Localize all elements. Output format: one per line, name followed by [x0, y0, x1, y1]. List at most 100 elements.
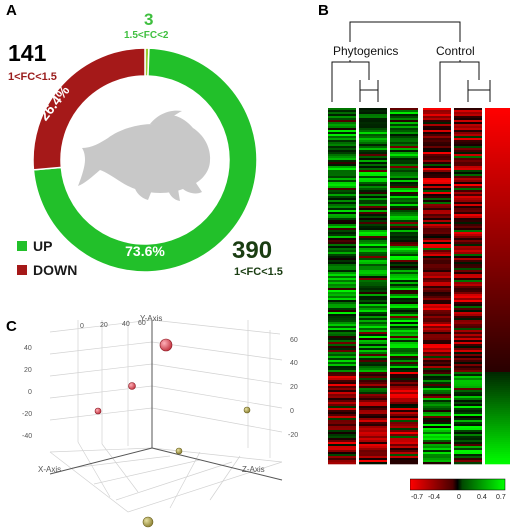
- heatmap-cell: [485, 268, 510, 271]
- heatmap-cell: [454, 390, 482, 393]
- heatmap-cell: [359, 138, 387, 141]
- heatmap-cell: [423, 168, 451, 171]
- heatmap-cell: [454, 412, 482, 415]
- heatmap-cell: [390, 286, 418, 289]
- heatmap-cell: [485, 402, 510, 405]
- heatmap-cell: [359, 450, 387, 453]
- heatmap-cell: [485, 412, 510, 415]
- heatmap-cell: [328, 456, 356, 459]
- heatmap-cell: [485, 446, 510, 449]
- heatmap-cell: [359, 416, 387, 419]
- heatmap-cell: [485, 270, 510, 273]
- heatmap-cell: [359, 400, 387, 403]
- heatmap-cell: [390, 372, 418, 375]
- heatmap-cell: [454, 244, 482, 247]
- heatmap-cell: [390, 266, 418, 269]
- donut-chart: 73.6% 26.4%: [32, 47, 258, 273]
- heatmap-cell: [328, 198, 356, 201]
- heatmap-cell: [454, 142, 482, 145]
- heatmap-cell: [390, 440, 418, 443]
- heatmap-cell: [359, 350, 387, 353]
- heatmap-cell: [423, 138, 451, 141]
- heatmap-cell: [390, 288, 418, 291]
- heatmap-cell: [485, 370, 510, 373]
- heatmap-cell: [423, 142, 451, 145]
- heatmap-cell: [390, 274, 418, 277]
- heatmap-cell: [485, 292, 510, 295]
- heatmap-cell: [454, 114, 482, 117]
- heatmap-cell: [485, 436, 510, 439]
- heatmap-cell: [423, 416, 451, 419]
- heatmap-cell: [390, 190, 418, 193]
- heatmap-cell: [423, 204, 451, 207]
- heatmap-cell: [454, 214, 482, 217]
- heatmap-cell: [454, 238, 482, 241]
- heatmap-cell: [423, 170, 451, 173]
- heatmap-cell: [359, 208, 387, 211]
- heatmap-cell: [359, 356, 387, 359]
- heatmap-cell: [328, 332, 356, 335]
- heatmap-cell: [359, 144, 387, 147]
- heatmap-cell: [423, 364, 451, 367]
- point-control-1: [243, 406, 251, 414]
- heatmap-cell: [454, 434, 482, 437]
- percent-label-up: 73.6%: [125, 243, 165, 259]
- heatmap-cell: [328, 128, 356, 131]
- heatmap-cell: [359, 438, 387, 441]
- heatmap-cell: [390, 368, 418, 371]
- heatmap-cell: [485, 452, 510, 455]
- heatmap-cell: [359, 244, 387, 247]
- heatmap-cell: [390, 346, 418, 349]
- heatmap-cell: [359, 140, 387, 143]
- heatmap-cell: [423, 190, 451, 193]
- heatmap-cell: [359, 386, 387, 389]
- heatmap-cell: [328, 282, 356, 285]
- heatmap-cell: [390, 318, 418, 321]
- heatmap-cell: [423, 152, 451, 155]
- heatmap-cell: [390, 356, 418, 359]
- heatmap-cell: [359, 440, 387, 443]
- heatmap-cell: [390, 364, 418, 367]
- heatmap-cell: [485, 418, 510, 421]
- heatmap-cell: [390, 258, 418, 261]
- heatmap-cell: [359, 110, 387, 113]
- heatmap-cell: [454, 308, 482, 311]
- heatmap-cell: [359, 124, 387, 127]
- heatmap-cell: [328, 126, 356, 129]
- heatmap-cell: [359, 240, 387, 243]
- heatmap-cell: [423, 438, 451, 441]
- heatmap-cell: [454, 360, 482, 363]
- heatmap-cell: [328, 166, 356, 169]
- heatmap-cell: [423, 238, 451, 241]
- heatmap-cell: [390, 246, 418, 249]
- heatmap-cell: [485, 240, 510, 243]
- heatmap-cell: [359, 462, 387, 465]
- heatmap-cell: [423, 120, 451, 123]
- heatmap-cell: [390, 338, 418, 341]
- heatmap-cell: [328, 422, 356, 425]
- heatmap-cell: [423, 456, 451, 459]
- heatmap-cell: [454, 172, 482, 175]
- heatmap-cell: [359, 236, 387, 239]
- heatmap-cell: [423, 376, 451, 379]
- heatmap-cell: [390, 400, 418, 403]
- heatmap-cell: [454, 272, 482, 275]
- heatmap-cell: [454, 314, 482, 317]
- heatmap-cell: [328, 154, 356, 157]
- heatmap-cell: [423, 148, 451, 151]
- heatmap-cell: [485, 310, 510, 313]
- heatmap-cell: [454, 420, 482, 423]
- heatmap-cell: [328, 356, 356, 359]
- heatmap-cell: [359, 262, 387, 265]
- heatmap-cell: [423, 240, 451, 243]
- heatmap-cell: [454, 240, 482, 243]
- heatmap-cell: [390, 132, 418, 135]
- heatmap-cell: [328, 302, 356, 305]
- heatmap-cell: [390, 394, 418, 397]
- heatmap-cell: [423, 110, 451, 113]
- heatmap-cell: [328, 204, 356, 207]
- heatmap-cell: [454, 216, 482, 219]
- heatmap-cell: [454, 138, 482, 141]
- heatmap-cell: [359, 166, 387, 169]
- heatmap-cell: [454, 186, 482, 189]
